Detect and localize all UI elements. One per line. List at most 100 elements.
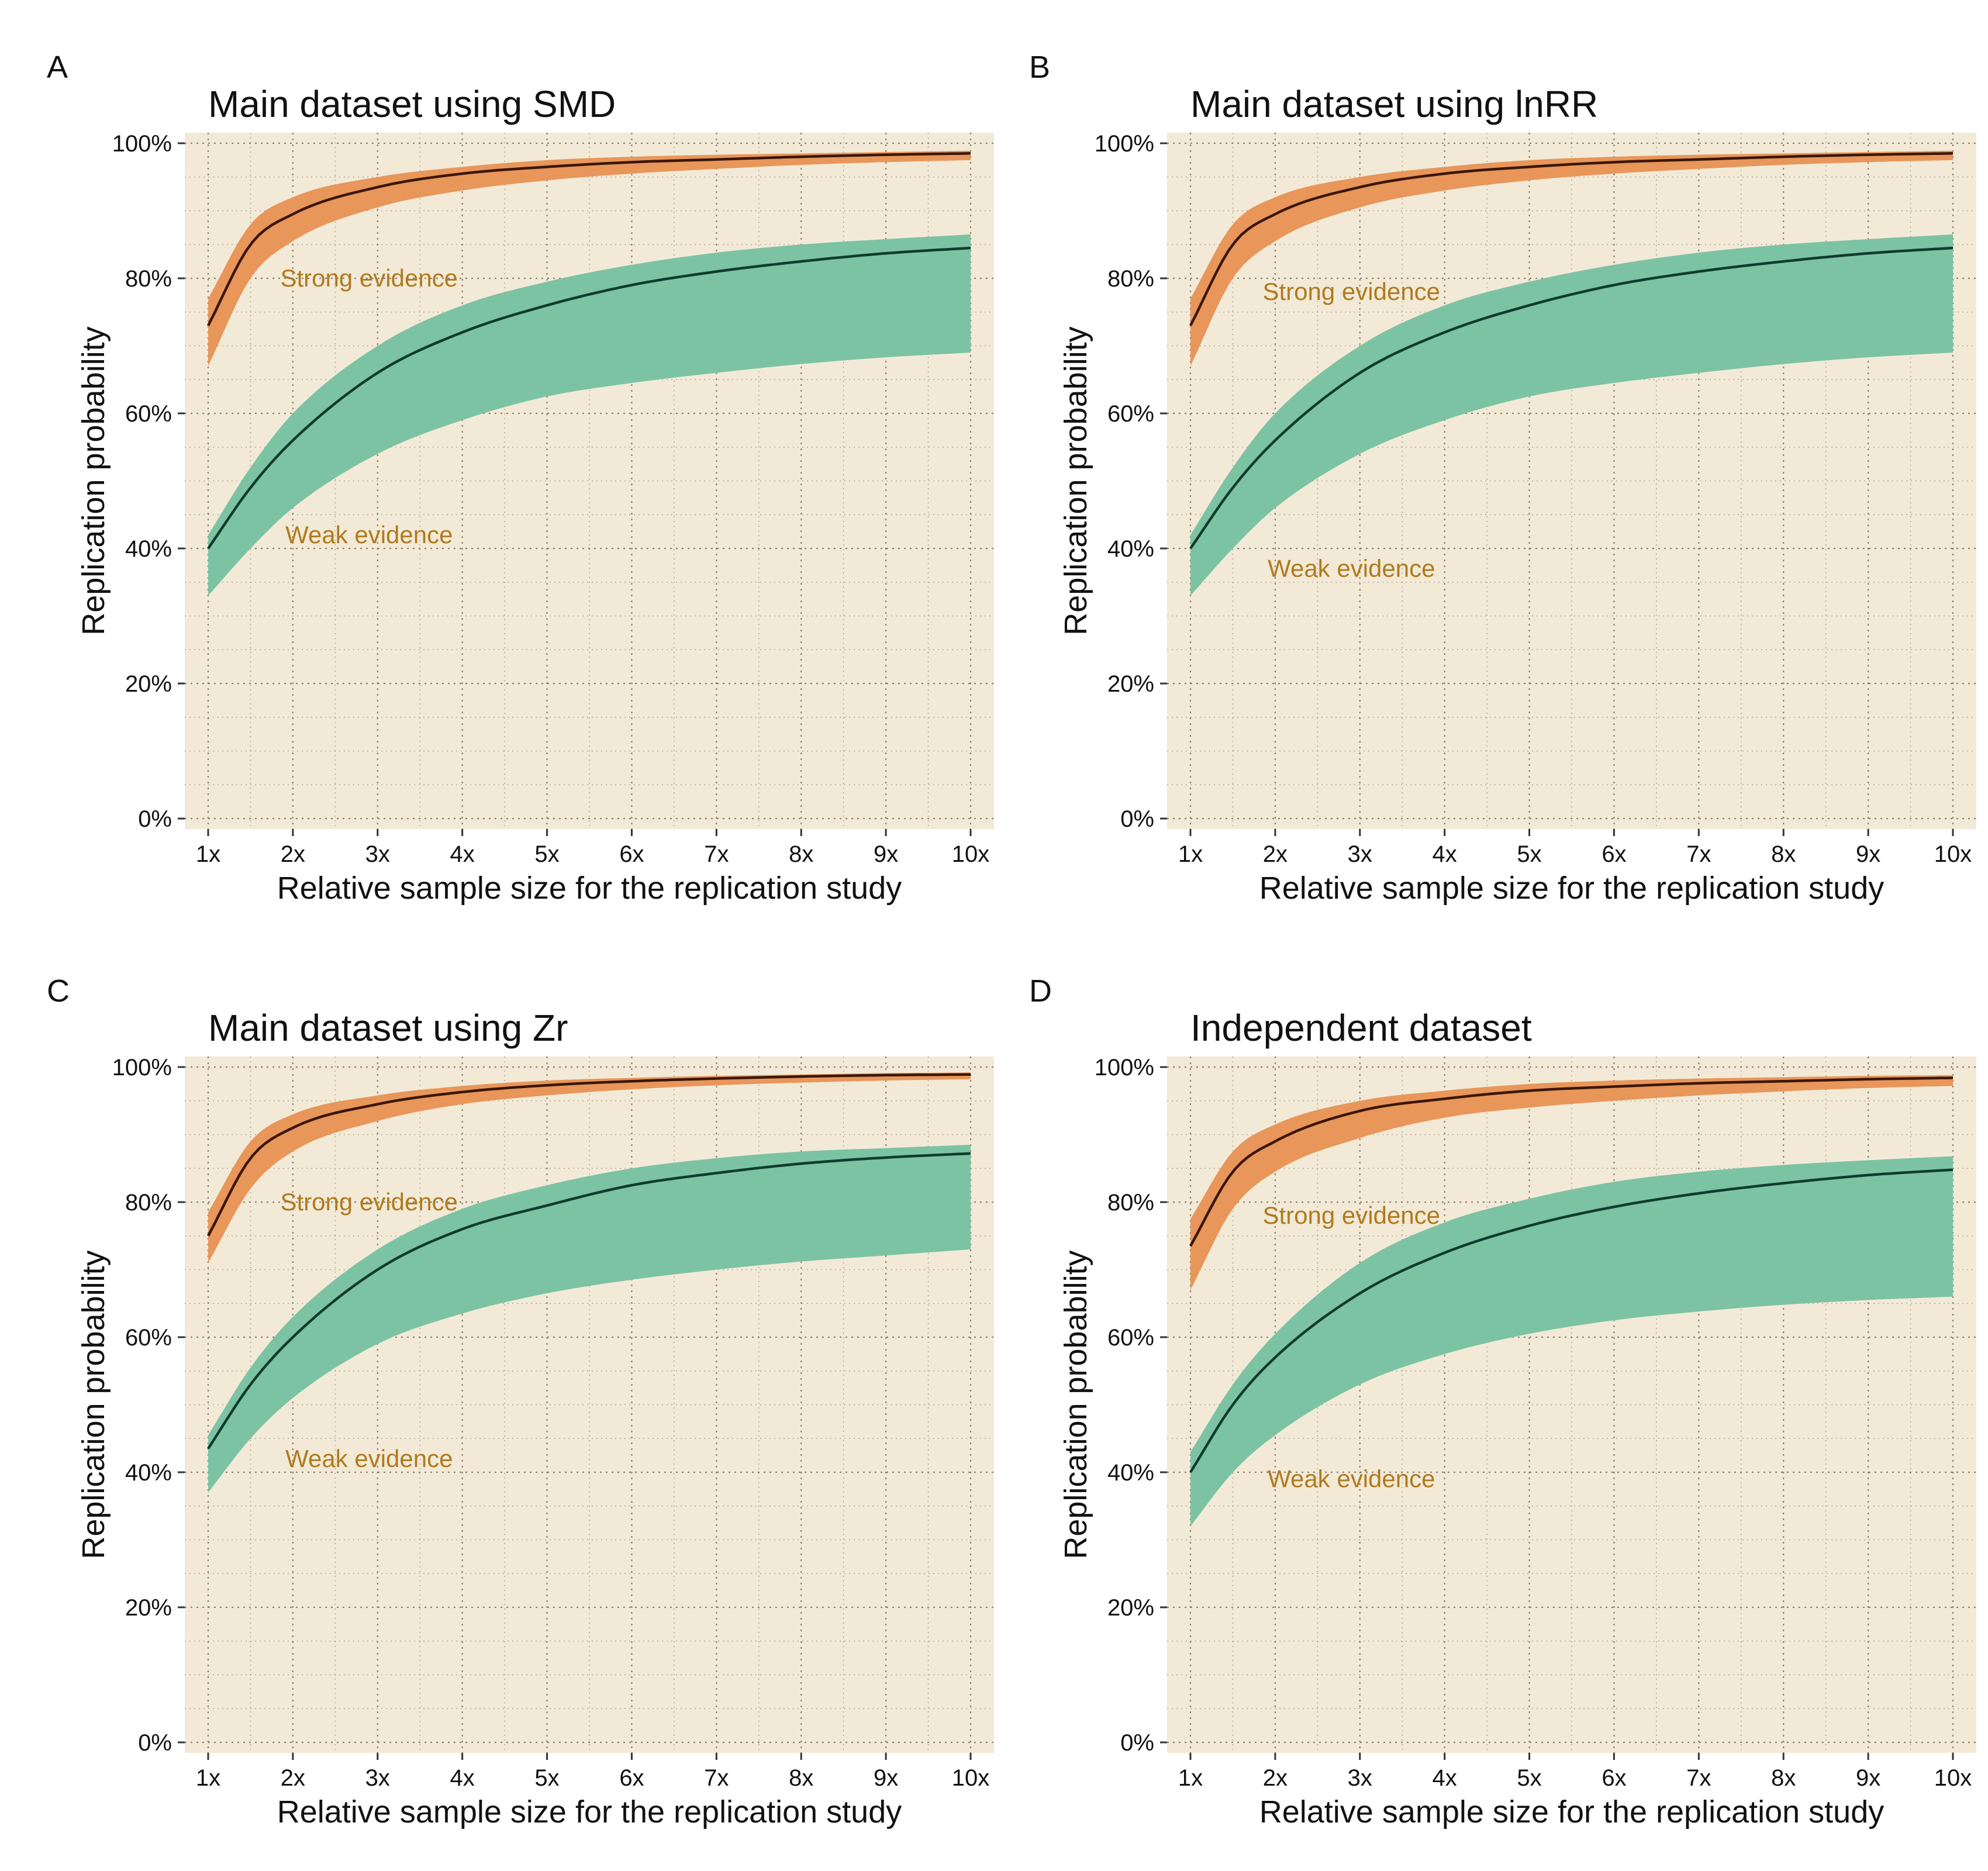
weak-evidence-band	[1190, 234, 1953, 596]
y-axis-label: Replication probability	[1058, 326, 1093, 635]
annotation-strong-evidence: Strong evidence	[1263, 278, 1441, 305]
y-tick-label: 0%	[138, 806, 172, 832]
x-tick-label: 9x	[874, 1765, 898, 1791]
x-tick-label: 10x	[1934, 1765, 1972, 1791]
x-tick-label: 6x	[619, 841, 644, 867]
strong-evidence-band	[1190, 1075, 1953, 1290]
x-tick-label: 2x	[281, 841, 305, 867]
x-tick-label: 2x	[1263, 1765, 1288, 1791]
x-tick-label: 8x	[1771, 1765, 1796, 1791]
strong-evidence-line	[1189, 152, 1954, 326]
y-tick-label: 40%	[1107, 1460, 1154, 1486]
panel-c: 0% 20% 40% 60% 80% 100% 1x 2x 3x 4x 5x 6x 7x 8x 9x 10x S…	[47, 974, 994, 1829]
annotation-strong-evidence: Strong evidence	[281, 264, 458, 292]
y-tick-label: 100%	[1095, 131, 1154, 157]
panel-d: 0% 20% 40% 60% 80% 100% 1x 2x 3x 4x 5x 6x 7x 8x 9x 10x S…	[1029, 974, 1976, 1829]
panel-title: Independent dataset	[1190, 1007, 1532, 1049]
x-tick-label: 9x	[1856, 841, 1880, 867]
strong-evidence-line	[206, 152, 971, 326]
panel-letter: D	[1029, 974, 1052, 1009]
x-tick-label: 7x	[1686, 841, 1711, 867]
panel-letter: C	[47, 974, 70, 1009]
y-tick-label: 100%	[1095, 1055, 1154, 1081]
panel-letter: A	[47, 50, 68, 85]
x-tick-label: 4x	[1433, 1765, 1457, 1791]
y-tick-label: 100%	[112, 1055, 172, 1081]
x-tick-label: 1x	[196, 841, 220, 867]
y-tick-label: 20%	[125, 1595, 172, 1621]
weak-evidence-band	[1190, 1156, 1953, 1527]
x-tick-label: 10x	[1934, 841, 1972, 867]
x-tick-label: 1x	[196, 1765, 220, 1791]
x-tick-label: 8x	[789, 1765, 813, 1791]
y-tick-label: 40%	[125, 536, 172, 562]
x-tick-label: 6x	[1602, 841, 1626, 867]
axis-ticks	[178, 142, 972, 836]
x-tick-label: 3x	[1348, 1765, 1372, 1791]
x-tick-label: 4x	[450, 841, 475, 867]
annotation-weak-evidence: Weak evidence	[285, 1445, 453, 1472]
x-tick-label: 5x	[534, 1765, 559, 1791]
y-tick-label: 60%	[1107, 1325, 1154, 1351]
weak-evidence-band	[208, 1144, 971, 1493]
x-tick-label: 8x	[1771, 841, 1796, 867]
x-tick-label: 10x	[952, 841, 990, 867]
x-tick-label: 3x	[1348, 841, 1372, 867]
y-tick-label: 20%	[1107, 671, 1154, 697]
panel-title: Main dataset using lnRR	[1190, 83, 1598, 125]
x-tick-label: 7x	[704, 841, 729, 867]
y-tick-label: 20%	[1107, 1595, 1154, 1621]
y-tick-label: 80%	[125, 266, 172, 292]
axis-ticks	[178, 1066, 972, 1760]
y-tick-label: 0%	[1120, 1730, 1154, 1756]
weak-evidence-line	[207, 246, 971, 550]
panel-title: Main dataset using SMD	[208, 83, 616, 125]
axis-ticks	[1160, 142, 1954, 836]
y-axis-label: Replication probability	[1058, 1250, 1093, 1559]
x-tick-label: 1x	[1178, 1765, 1203, 1791]
x-tick-label: 5x	[534, 841, 559, 867]
y-tick-label: 0%	[138, 1730, 172, 1756]
weak-evidence-line	[1189, 246, 1954, 550]
x-tick-label: 9x	[1856, 1765, 1880, 1791]
x-tick-label: 9x	[874, 841, 898, 867]
weak-evidence-line	[1189, 1168, 1954, 1473]
x-axis-label: Relative sample size for the replication…	[1259, 1794, 1885, 1829]
x-tick-label: 6x	[619, 1765, 644, 1791]
weak-evidence-band	[208, 234, 971, 596]
y-axis-label: Replication probability	[76, 1250, 111, 1559]
x-tick-label: 7x	[1686, 1765, 1711, 1791]
y-tick-label: 80%	[125, 1190, 172, 1216]
x-tick-label: 1x	[1178, 841, 1203, 867]
axis-ticks	[1160, 1066, 1954, 1760]
annotation-strong-evidence: Strong evidence	[1263, 1202, 1441, 1229]
x-tick-label: 5x	[1517, 1765, 1541, 1791]
y-tick-label: 60%	[1107, 401, 1154, 427]
x-tick-label: 3x	[365, 1765, 390, 1791]
x-tick-label: 7x	[704, 1765, 729, 1791]
panel-title: Main dataset using Zr	[208, 1007, 568, 1049]
x-tick-label: 2x	[1263, 841, 1288, 867]
y-tick-label: 100%	[112, 131, 172, 157]
x-axis-label: Relative sample size for the replication…	[1259, 871, 1885, 906]
annotation-weak-evidence: Weak evidence	[285, 521, 453, 548]
panel-letter: B	[1029, 50, 1050, 85]
weak-evidence-line	[207, 1152, 971, 1449]
strong-evidence-line	[1189, 1076, 1954, 1247]
annotation-weak-evidence: Weak evidence	[1268, 1465, 1435, 1493]
y-tick-label: 80%	[1107, 1190, 1154, 1216]
y-tick-label: 60%	[125, 1325, 172, 1351]
panel-a: 0% 20% 40% 60% 80% 100% 1x 2x 3x 4x 5x 6x 7x 8x 9x 10x S…	[47, 50, 994, 906]
annotation-strong-evidence: Strong evidence	[281, 1188, 458, 1216]
x-tick-label: 5x	[1517, 841, 1541, 867]
x-tick-label: 2x	[281, 1765, 305, 1791]
annotation-weak-evidence: Weak evidence	[1268, 555, 1435, 582]
y-tick-label: 60%	[125, 401, 172, 427]
panel-b: 0% 20% 40% 60% 80% 100% 1x 2x 3x 4x 5x 6x 7x 8x 9x 10x S…	[1029, 50, 1976, 906]
x-tick-label: 10x	[952, 1765, 990, 1791]
x-axis-label: Relative sample size for the replication…	[277, 1794, 902, 1829]
x-axis-label: Relative sample size for the replication…	[277, 871, 902, 906]
x-tick-label: 4x	[1433, 841, 1457, 867]
x-tick-label: 8x	[789, 841, 813, 867]
